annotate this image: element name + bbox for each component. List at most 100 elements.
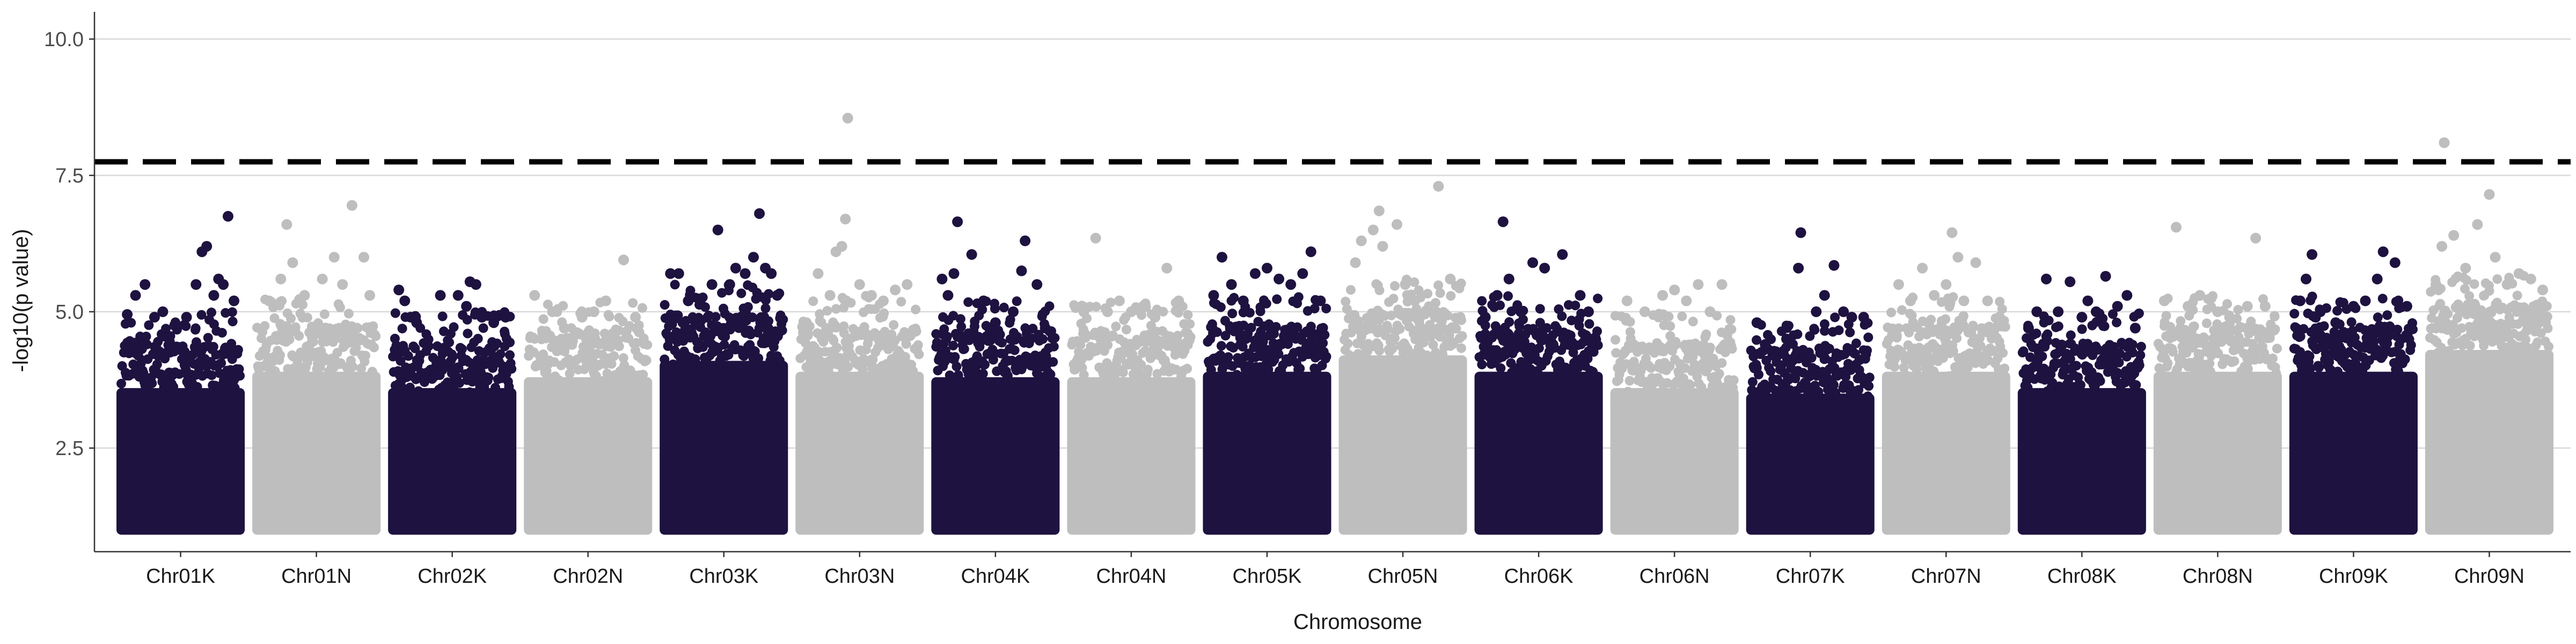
point bbox=[1002, 371, 1013, 381]
point bbox=[1724, 324, 1735, 334]
top-point bbox=[2330, 317, 2341, 328]
point bbox=[2136, 341, 2146, 352]
point bbox=[1892, 333, 1902, 343]
top-point bbox=[1173, 295, 1184, 306]
top-point bbox=[824, 290, 836, 301]
chromosome-Chr01K bbox=[116, 211, 245, 535]
point bbox=[532, 384, 543, 394]
point bbox=[1028, 324, 1038, 334]
point bbox=[120, 319, 130, 329]
point bbox=[1256, 326, 1266, 336]
point bbox=[1446, 291, 1456, 301]
dense-points-Chr02N bbox=[524, 377, 653, 535]
point bbox=[275, 319, 286, 330]
point bbox=[1487, 299, 1497, 310]
point bbox=[1851, 393, 1862, 404]
point bbox=[1779, 349, 1789, 360]
point bbox=[1845, 327, 1855, 338]
point bbox=[1345, 285, 1356, 295]
point bbox=[1685, 380, 1695, 390]
point bbox=[413, 386, 423, 396]
top-point bbox=[878, 295, 889, 306]
top-point bbox=[2348, 301, 2359, 312]
point bbox=[438, 326, 449, 336]
point bbox=[1503, 328, 1513, 339]
x-tick-label: Chr04K bbox=[961, 565, 1030, 588]
point bbox=[964, 335, 975, 346]
top-point bbox=[2076, 312, 2088, 323]
point bbox=[1220, 316, 1230, 326]
point bbox=[2453, 271, 2463, 281]
top-point bbox=[772, 290, 783, 301]
point bbox=[1341, 296, 1351, 306]
point bbox=[1374, 346, 1385, 356]
point bbox=[1048, 357, 1058, 367]
point bbox=[558, 301, 568, 311]
point bbox=[1834, 325, 1844, 335]
point bbox=[541, 326, 551, 336]
point bbox=[1798, 345, 1808, 355]
point bbox=[443, 335, 453, 346]
point bbox=[437, 311, 448, 321]
point bbox=[125, 336, 135, 346]
top-point bbox=[547, 306, 558, 317]
point bbox=[632, 378, 642, 389]
x-tick-label: Chr03N bbox=[824, 565, 895, 588]
point bbox=[1628, 339, 1638, 349]
point bbox=[2054, 381, 2065, 391]
point bbox=[2484, 281, 2494, 291]
top-point bbox=[2224, 312, 2235, 323]
top-point bbox=[902, 279, 913, 290]
top-point bbox=[1238, 295, 1249, 306]
point bbox=[194, 348, 204, 358]
top-point bbox=[1838, 306, 1849, 317]
point bbox=[1150, 383, 1160, 393]
top-point bbox=[2031, 306, 2043, 317]
point bbox=[800, 338, 810, 348]
point bbox=[2205, 367, 2215, 377]
point bbox=[165, 348, 175, 358]
point bbox=[298, 385, 308, 396]
point bbox=[743, 280, 753, 290]
top-point bbox=[1657, 290, 1668, 301]
top-point bbox=[364, 290, 376, 301]
point bbox=[1844, 346, 1854, 356]
point bbox=[1535, 332, 1545, 342]
point bbox=[2306, 363, 2316, 374]
point bbox=[1574, 314, 1584, 324]
point bbox=[2391, 297, 2401, 307]
top-point bbox=[435, 290, 446, 301]
top-point bbox=[201, 240, 213, 252]
point bbox=[979, 360, 990, 370]
point bbox=[1411, 304, 1422, 314]
point bbox=[2325, 334, 2335, 344]
point bbox=[1514, 328, 1525, 339]
point bbox=[2390, 328, 2401, 338]
top-point bbox=[1781, 333, 1792, 345]
point bbox=[955, 376, 965, 386]
point bbox=[1451, 281, 1461, 291]
point bbox=[719, 340, 729, 350]
point bbox=[894, 380, 904, 390]
point bbox=[1091, 302, 1101, 312]
top-point bbox=[1795, 227, 1806, 238]
point bbox=[2516, 343, 2527, 353]
y-tick-label: 5.0 bbox=[55, 301, 84, 324]
top-point bbox=[1125, 306, 1137, 317]
point bbox=[1998, 348, 2008, 358]
point bbox=[808, 296, 818, 306]
point bbox=[2533, 337, 2543, 347]
point bbox=[1783, 320, 1794, 331]
point bbox=[2091, 341, 2101, 352]
dense-points-Chr09K bbox=[2289, 371, 2418, 535]
point bbox=[1947, 325, 1957, 335]
point bbox=[556, 333, 566, 343]
point bbox=[883, 330, 893, 340]
point bbox=[837, 292, 847, 303]
top-point bbox=[281, 219, 292, 230]
top-point bbox=[1150, 312, 1161, 323]
top-point bbox=[2307, 249, 2318, 260]
top-point bbox=[1583, 306, 1594, 317]
point bbox=[948, 311, 958, 321]
top-point bbox=[588, 306, 599, 317]
